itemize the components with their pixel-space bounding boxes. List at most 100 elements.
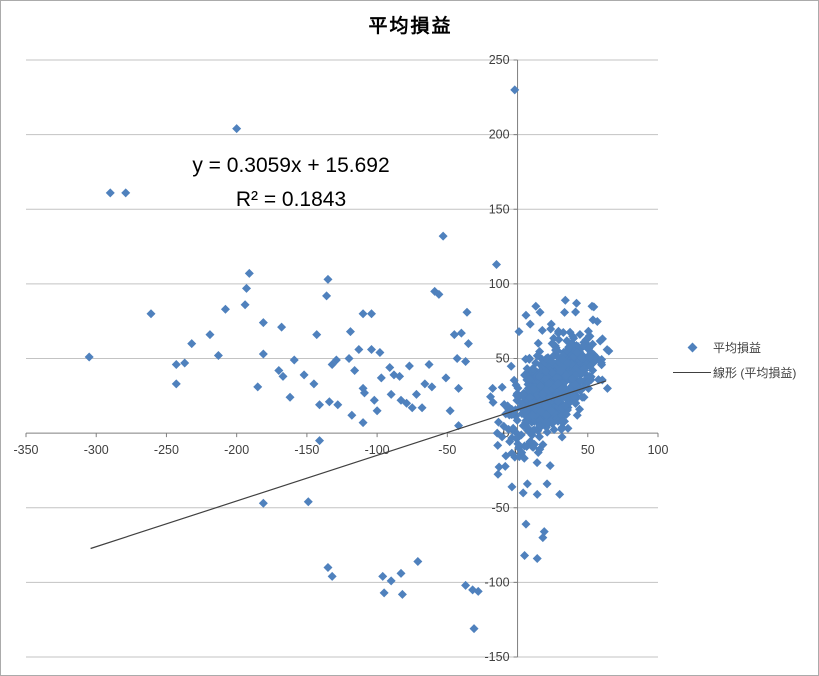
data-point bbox=[323, 274, 333, 284]
y-tick-label: 0 bbox=[503, 426, 510, 440]
data-point bbox=[427, 382, 437, 392]
data-point bbox=[587, 301, 597, 311]
data-point bbox=[258, 498, 268, 508]
data-point bbox=[577, 392, 587, 402]
data-point bbox=[579, 363, 589, 373]
data-point bbox=[500, 461, 510, 471]
x-tick-label: -250 bbox=[154, 443, 179, 457]
data-point bbox=[322, 291, 332, 301]
data-point bbox=[375, 348, 385, 358]
r-squared-line: R² = 0.1843 bbox=[235, 188, 347, 211]
data-point bbox=[84, 352, 94, 362]
diamond-marker-icon bbox=[671, 342, 713, 352]
data-point bbox=[592, 316, 602, 326]
data-point bbox=[452, 354, 462, 363]
data-point bbox=[585, 352, 595, 362]
data-point bbox=[253, 382, 263, 392]
data-point bbox=[372, 406, 382, 416]
data-point bbox=[527, 410, 537, 420]
data-point bbox=[454, 383, 464, 393]
data-point bbox=[395, 371, 405, 381]
data-point bbox=[597, 360, 607, 370]
data-point bbox=[571, 398, 581, 408]
data-point bbox=[576, 353, 586, 363]
data-point bbox=[553, 379, 563, 389]
data-point bbox=[549, 425, 559, 435]
data-point bbox=[545, 461, 555, 471]
data-point bbox=[517, 399, 527, 409]
data-point bbox=[438, 231, 448, 241]
data-point bbox=[552, 373, 562, 383]
data-point bbox=[557, 384, 567, 394]
data-point bbox=[541, 410, 551, 420]
y-tick-label: 200 bbox=[489, 128, 510, 142]
data-point bbox=[358, 309, 368, 319]
data-point bbox=[385, 362, 395, 372]
data-point bbox=[529, 425, 539, 435]
data-point bbox=[434, 289, 444, 299]
data-point bbox=[572, 348, 582, 358]
legend: 平均損益 線形 (平均損益) bbox=[671, 337, 817, 387]
data-point bbox=[240, 300, 250, 310]
data-point bbox=[397, 589, 407, 599]
data-point bbox=[461, 580, 471, 590]
data-point bbox=[121, 188, 131, 198]
data-point bbox=[602, 383, 612, 393]
data-point bbox=[232, 124, 242, 134]
data-point bbox=[205, 330, 215, 340]
data-point bbox=[533, 448, 543, 458]
y-tick-label: 150 bbox=[489, 202, 510, 216]
data-point bbox=[285, 392, 295, 402]
data-point bbox=[171, 359, 181, 369]
data-point bbox=[376, 373, 386, 383]
data-point bbox=[486, 392, 496, 402]
data-point bbox=[493, 417, 503, 427]
data-point bbox=[396, 568, 406, 578]
data-point bbox=[303, 497, 313, 507]
x-tick-label: -150 bbox=[294, 443, 319, 457]
data-point bbox=[546, 319, 556, 329]
data-point bbox=[171, 379, 181, 389]
data-point bbox=[312, 330, 322, 340]
legend-label-trendline: 線形 (平均損益) bbox=[713, 365, 797, 380]
data-point bbox=[258, 318, 268, 328]
data-point bbox=[333, 400, 343, 410]
data-point bbox=[497, 382, 507, 392]
trendline-marker-icon bbox=[671, 371, 713, 373]
data-point bbox=[563, 358, 573, 368]
data-point bbox=[463, 339, 473, 349]
data-point bbox=[512, 415, 522, 425]
data-point bbox=[571, 307, 581, 317]
trendline-equation: y = 0.3059x + 15.692 R² = 0.1843 bbox=[91, 149, 491, 217]
data-point bbox=[386, 576, 396, 586]
data-point bbox=[593, 375, 603, 385]
data-point bbox=[331, 355, 341, 365]
data-point bbox=[547, 368, 557, 378]
x-tick-label: 100 bbox=[648, 443, 669, 457]
data-point bbox=[323, 562, 333, 572]
data-point bbox=[315, 400, 325, 410]
data-point bbox=[366, 309, 376, 319]
legend-item-series: 平均損益 bbox=[671, 337, 817, 357]
data-point bbox=[540, 401, 550, 411]
data-point bbox=[379, 588, 389, 598]
data-point bbox=[524, 374, 534, 384]
data-point bbox=[513, 391, 523, 401]
data-point bbox=[514, 327, 524, 337]
data-point bbox=[572, 298, 582, 308]
data-point bbox=[583, 326, 593, 336]
data-point bbox=[146, 309, 156, 319]
data-point bbox=[473, 586, 483, 596]
data-point bbox=[560, 401, 570, 411]
data-point bbox=[575, 404, 585, 414]
data-point bbox=[539, 527, 549, 537]
data-point bbox=[508, 423, 518, 433]
data-point bbox=[187, 339, 197, 349]
data-point bbox=[553, 328, 563, 338]
data-point bbox=[493, 440, 503, 450]
x-tick-label: -350 bbox=[13, 443, 38, 457]
chart-title: 平均損益 bbox=[368, 16, 453, 37]
data-point bbox=[513, 439, 523, 449]
data-point bbox=[560, 307, 570, 317]
